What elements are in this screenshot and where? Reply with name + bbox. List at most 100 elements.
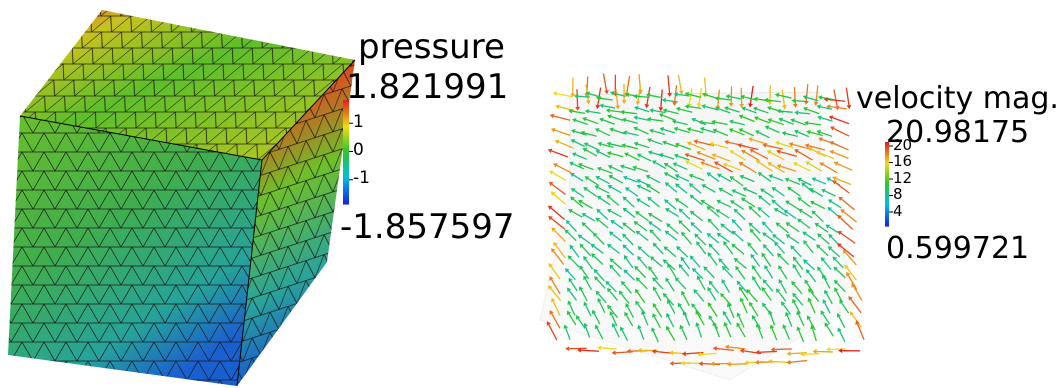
velocity-arrow	[837, 230, 856, 244]
velocity-arrow	[817, 115, 833, 122]
velocity-arrow	[771, 199, 784, 211]
velocity-arrow	[837, 214, 854, 230]
velocity-arrow	[776, 149, 797, 157]
velocity-arrow	[796, 326, 805, 343]
velocity-arrow	[571, 129, 587, 136]
pressure-cube-view	[8, 10, 356, 387]
velocity-arrow	[821, 274, 831, 289]
velocity-arrow	[761, 221, 773, 234]
velocity-arrow	[581, 222, 595, 234]
velocity-arrow	[583, 255, 594, 270]
velocity-arrow	[686, 88, 693, 108]
velocity-arrow	[851, 282, 863, 301]
velocity-arrow	[695, 310, 705, 326]
velocity-arrow	[607, 243, 620, 254]
velocity-arrow	[664, 182, 678, 193]
velocity-arrow	[637, 73, 643, 95]
velocity-arrow	[764, 265, 774, 279]
velocity-arrow	[635, 230, 649, 241]
velocity-arrow	[624, 311, 634, 327]
velocity-arrow	[703, 266, 715, 279]
velocity-arrow	[565, 346, 587, 352]
velocity-arrow	[781, 131, 798, 137]
velocity-arrow	[662, 140, 678, 148]
velocity-arrow	[738, 286, 749, 301]
velocity-arrow	[708, 280, 720, 294]
velocity-arrow	[807, 297, 816, 314]
velocity-arrow	[724, 344, 746, 350]
velocity-arrow	[611, 322, 620, 338]
velocity-arrow	[833, 279, 846, 293]
velocity-arrow	[645, 174, 661, 184]
velocity-arrow	[706, 232, 720, 244]
velocity-arrow	[805, 161, 823, 172]
velocity-arrow	[651, 160, 667, 170]
velocity-arrow	[696, 150, 716, 160]
velocity-arrow	[823, 97, 846, 102]
velocity-arrow	[637, 246, 650, 258]
velocity-arrow	[848, 296, 862, 314]
velocity-arrow	[816, 129, 833, 138]
velocity-arrow	[684, 160, 703, 170]
velocity-arrow	[568, 209, 583, 218]
velocity-arrow	[731, 219, 743, 231]
velocity-arrow	[748, 137, 768, 145]
velocity-arrow	[733, 208, 746, 221]
velocity-arrow	[708, 243, 720, 256]
velocity-arrow	[723, 321, 732, 338]
velocity-arrow	[549, 170, 567, 182]
pressure-tick-label-2: -1	[353, 168, 370, 189]
velocity-arrow	[775, 222, 789, 234]
velocity-arrow	[622, 196, 635, 208]
velocity-arrow	[699, 126, 716, 134]
velocity-arrow	[793, 129, 810, 138]
velocity-arrow	[733, 257, 747, 270]
velocity-arrow	[583, 275, 593, 291]
velocity-arrow	[696, 352, 717, 357]
velocity-arrow	[595, 217, 609, 229]
velocity-arrow	[675, 183, 688, 194]
pressure-colorbar	[343, 100, 353, 205]
velocity-arrow	[792, 263, 802, 278]
velocity-arrow	[602, 73, 609, 95]
velocity-arrow	[633, 141, 650, 149]
velocity-arrow	[696, 241, 707, 255]
velocity-arrow	[731, 189, 747, 197]
velocity-arrow	[833, 266, 846, 279]
velocity-arrow	[569, 161, 585, 170]
velocity-arrow	[637, 255, 648, 269]
velocity-arrow	[798, 209, 813, 219]
velocity-arrow	[815, 150, 835, 160]
velocity-arrow	[647, 196, 660, 208]
velocity-arrow	[740, 94, 757, 101]
velocity-arrow	[623, 254, 634, 269]
velocity-arrow	[694, 233, 707, 246]
velocity-arrow	[711, 153, 731, 162]
velocity-arrow	[675, 106, 693, 113]
velocity-arrow	[564, 229, 577, 242]
velocity-arrow	[714, 106, 731, 114]
velocity-arrow	[707, 286, 717, 301]
velocity-arrow	[548, 181, 566, 196]
velocity-tick-label-2: 12	[893, 168, 913, 187]
velocity-arrow	[553, 163, 572, 174]
velocity-arrow	[621, 117, 638, 124]
velocity-arrow	[658, 89, 664, 112]
velocity-arrow	[665, 277, 675, 292]
velocity-arrow	[594, 185, 610, 194]
velocity-arrow	[608, 175, 624, 184]
velocity-arrow	[573, 93, 591, 99]
velocity-arrow	[689, 255, 701, 268]
velocity-arrow	[718, 258, 730, 271]
velocity-arrow	[692, 267, 704, 280]
velocity-arrow	[849, 311, 863, 328]
velocity-arrow	[767, 162, 785, 173]
velocity-arrow	[618, 290, 630, 304]
velocity-arrow	[762, 244, 774, 257]
velocity-arrow	[787, 186, 801, 197]
velocity-arrow	[596, 195, 611, 206]
velocity-arrow	[764, 97, 782, 103]
velocity-arrow	[728, 128, 745, 136]
velocity-arrow	[752, 275, 762, 291]
velocity-arrow	[596, 95, 613, 101]
